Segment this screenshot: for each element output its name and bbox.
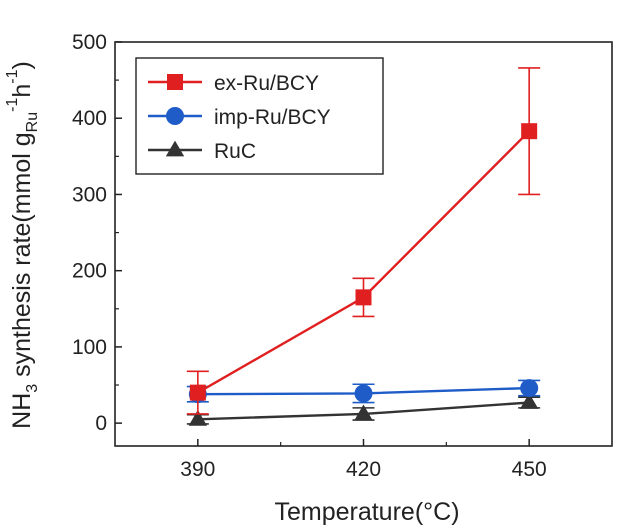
y-tick-label: 100 (72, 336, 107, 359)
y-tick-label: 200 (72, 260, 107, 283)
svg-text:NH3 synthesis rate(mmol gRu-1h: NH3 synthesis rate(mmol gRu-1h-1) (4, 61, 41, 429)
legend-label-imp-ru-bcy: imp-Ru/BCY (214, 106, 331, 129)
legend-marker-ex-ru-bcy (167, 74, 183, 90)
y-tick-label: 500 (72, 31, 107, 54)
y-axis-title: NH3 synthesis rate(mmol gRu-1h-1) (4, 61, 41, 429)
data-point-ruc (519, 393, 539, 409)
y-title-base-sub: 3 (24, 384, 41, 393)
x-tick-label: 450 (512, 458, 547, 481)
y-title-close: ) (8, 61, 36, 69)
data-point-imp-ru-bcy (354, 384, 373, 403)
y-tick-label: 300 (72, 183, 107, 206)
y-tick-label: 400 (72, 107, 107, 130)
data-point-imp-ru-bcy (520, 379, 539, 398)
data-point-ex-ru-bcy (355, 289, 372, 306)
y-title-unit-sub: Ru (24, 112, 41, 132)
y-title-text: synthesis rate(mmol g (8, 132, 36, 383)
data-point-ex-ru-bcy (189, 384, 206, 401)
legend-label-ex-ru-bcy: ex-Ru/BCY (214, 72, 319, 95)
legend-marker-imp-ru-bcy (166, 107, 184, 125)
y-title-base: NH (8, 393, 36, 429)
legend-label-ruc: RuC (214, 140, 256, 163)
data-point-ruc (188, 409, 208, 426)
data-point-ruc (354, 404, 373, 421)
y-tick-label: 0 (95, 412, 107, 435)
y-title-tail-sup: -1 (4, 69, 21, 83)
y-title-unit-sup: -1 (4, 98, 21, 112)
y-title-tail: h (8, 84, 36, 98)
x-axis-title: Temperature(°C) (274, 498, 459, 526)
x-tick-label: 420 (346, 458, 381, 481)
legend-marker-ruc (165, 140, 185, 157)
x-tick-label: 390 (180, 458, 215, 481)
data-point-ex-ru-bcy (521, 123, 538, 140)
